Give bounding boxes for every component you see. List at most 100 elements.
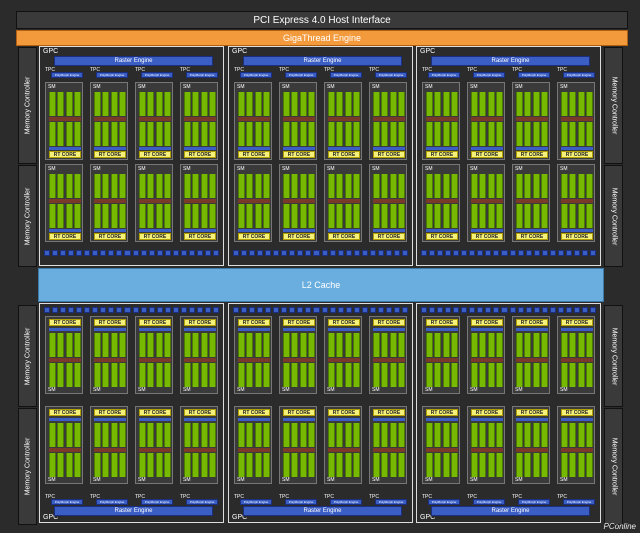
streaming-multiprocessor: SM RT CORE (90, 164, 128, 242)
cuda-core (540, 174, 548, 198)
streaming-multiprocessor: SM RT CORE (557, 82, 595, 160)
cuda-core-group (94, 333, 126, 357)
cuda-core (299, 174, 307, 198)
cuda-core-group (238, 174, 270, 198)
tpc-label: TPC (90, 494, 100, 500)
cuda-core (434, 423, 442, 447)
cuda-core (110, 204, 118, 228)
rt-core: RT CORE (471, 319, 503, 326)
sm-label: SM (515, 477, 523, 483)
cuda-core (262, 122, 270, 146)
cache-block (361, 250, 368, 256)
cuda-core (495, 453, 503, 477)
cuda-core (532, 122, 540, 146)
polymorph-engine: PolyMorph Engine (330, 499, 362, 505)
register-file (49, 117, 81, 121)
register-file (328, 448, 360, 452)
cuda-core-group (471, 204, 503, 228)
rt-core: RT CORE (471, 233, 503, 240)
l1-cache (139, 328, 171, 331)
l1-cache (373, 147, 405, 150)
cache-block (257, 250, 264, 256)
register-file (561, 448, 593, 452)
cuda-core-group (328, 92, 360, 116)
cuda-core (426, 363, 433, 387)
cuda-core (57, 363, 65, 387)
cuda-core (442, 204, 450, 228)
cache-block (44, 250, 51, 256)
cuda-core (381, 204, 389, 228)
cuda-core (569, 333, 577, 357)
cuda-core (291, 174, 299, 198)
cache-block (265, 250, 272, 256)
rt-core: RT CORE (49, 233, 81, 240)
cache-block (385, 250, 392, 256)
cuda-core (524, 333, 532, 357)
cuda-core (532, 92, 540, 116)
cuda-core (471, 204, 478, 228)
polymorph-engine: PolyMorph Engine (51, 499, 83, 505)
cuda-core (336, 363, 344, 387)
rt-core: RT CORE (328, 151, 360, 158)
rt-core: RT CORE (561, 409, 593, 416)
cuda-core (373, 92, 380, 116)
cache-block (557, 250, 564, 256)
register-file (184, 199, 216, 203)
cache-block (533, 250, 540, 256)
l1-cache (516, 418, 548, 421)
cuda-core (163, 122, 171, 146)
cuda-core (381, 423, 389, 447)
sm-label: SM (183, 387, 191, 393)
l1-cache (471, 229, 503, 232)
cuda-core (147, 333, 155, 357)
cache-block (353, 307, 360, 313)
cache-block (116, 250, 123, 256)
cuda-core-group (426, 92, 458, 116)
cuda-core (336, 333, 344, 357)
cuda-core (254, 174, 262, 198)
cuda-core-group (471, 92, 503, 116)
cuda-core (532, 363, 540, 387)
register-file (49, 358, 81, 362)
tpc-label: TPC (324, 67, 334, 73)
polymorph-engine: PolyMorph Engine (285, 72, 317, 78)
cuda-core (569, 453, 577, 477)
cuda-core (487, 333, 495, 357)
raster-engine: Raster Engine (431, 506, 590, 516)
cuda-core (73, 174, 81, 198)
texture-cache-row (44, 307, 220, 313)
tpc-label: TPC (279, 67, 289, 73)
sm-label: SM (93, 166, 101, 172)
cuda-core (262, 453, 270, 477)
cuda-core-group (471, 174, 503, 198)
cuda-core (373, 333, 380, 357)
cuda-core (155, 92, 163, 116)
cache-block (233, 250, 240, 256)
cuda-core-group (184, 423, 216, 447)
sm-label: SM (48, 387, 56, 393)
memory-controller: Memory Controller (604, 408, 623, 525)
sm-label: SM (183, 477, 191, 483)
cache-block (196, 250, 203, 256)
cuda-core (57, 122, 65, 146)
cache-block (241, 307, 248, 313)
cuda-core (238, 204, 245, 228)
cuda-core-group (49, 333, 81, 357)
sm-label: SM (470, 166, 478, 172)
cuda-core (283, 174, 290, 198)
cuda-core (73, 92, 81, 116)
streaming-multiprocessor: RT CORE SM (422, 406, 460, 484)
cuda-core (118, 423, 126, 447)
cache-block (297, 307, 304, 313)
cuda-core-group (561, 423, 593, 447)
cuda-core (238, 423, 245, 447)
cache-block (233, 307, 240, 313)
rt-core: RT CORE (283, 319, 315, 326)
cuda-core (192, 204, 200, 228)
cuda-core (524, 453, 532, 477)
cuda-core-group (516, 92, 548, 116)
cache-block (453, 250, 460, 256)
sm-label: SM (237, 477, 245, 483)
cache-block (461, 250, 468, 256)
rt-core: RT CORE (238, 319, 270, 326)
